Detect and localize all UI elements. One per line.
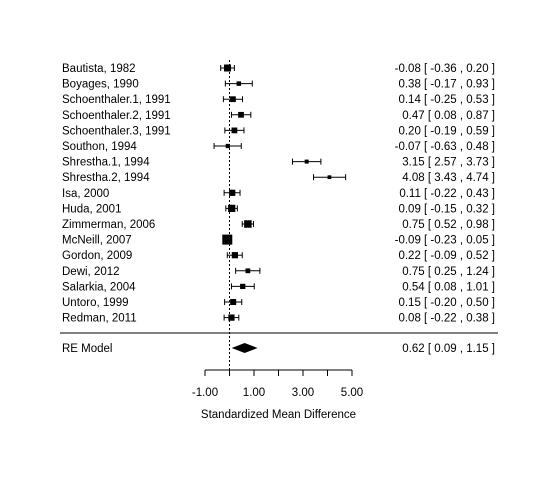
study-ci-text: 0.11 [ -0.22 , 0.43 ] <box>399 188 495 200</box>
study-row: Schoenthaler.2, 1991 0.47 [ 0.08 , 0.87 ] <box>62 110 495 122</box>
point-estimate-square <box>228 314 235 321</box>
study-ci-text: 0.54 [ 0.08 , 1.01 ] <box>402 281 495 293</box>
study-label: Salarkia, 2004 <box>62 281 136 293</box>
study-label: Shrestha.1, 1994 <box>62 157 150 169</box>
point-estimate-square <box>224 64 232 72</box>
study-label: Dewi, 2012 <box>62 266 120 278</box>
study-row: Salarkia, 2004 0.54 [ 0.08 , 1.01 ] <box>62 281 495 293</box>
study-row: Untoro, 1999 0.15 [ -0.20 , 0.50 ] <box>62 297 495 309</box>
study-label: Schoenthaler.2, 1991 <box>62 110 171 122</box>
point-estimate-square <box>238 111 244 118</box>
point-estimate-square <box>244 220 252 228</box>
study-ci-text: 0.14 [ -0.25 , 0.53 ] <box>398 94 495 106</box>
study-row: Redman, 2011 0.08 [ -0.22 , 0.38 ] <box>62 313 495 325</box>
point-estimate-square <box>230 299 237 305</box>
x-tick-label: 3.00 <box>292 387 314 399</box>
study-ci-text: -0.07 [ -0.63 , 0.48 ] <box>395 141 495 153</box>
study-ci-text: 0.38 [ -0.17 , 0.93 ] <box>398 79 495 91</box>
x-tick-label: 5.00 <box>341 387 363 399</box>
study-label: Huda, 2001 <box>62 203 121 215</box>
summary-label: RE Model <box>62 343 113 355</box>
study-label: Boyages, 1990 <box>62 79 139 91</box>
study-rows: Bautista, 1982 -0.08 [ -0.36 , 0.20 ] Boya… <box>62 63 495 325</box>
study-label: Redman, 2011 <box>62 313 137 325</box>
study-row: Bautista, 1982 -0.08 [ -0.36 , 0.20 ] <box>62 63 495 75</box>
summary-row: RE Model 0.62 [ 0.09 , 1.15 ] <box>62 343 495 355</box>
study-label: Isa, 2000 <box>62 188 109 200</box>
x-tick-label: 1.00 <box>243 387 265 399</box>
point-estimate-square <box>245 268 251 274</box>
point-estimate-square <box>225 143 230 149</box>
point-estimate-square <box>240 283 246 290</box>
study-ci-text: 0.75 [ 0.52 , 0.98 ] <box>402 219 495 231</box>
study-row: Gordon, 2009 0.22 [ -0.09 , 0.52 ] <box>62 250 495 262</box>
summary-diamond <box>231 343 258 353</box>
study-label: Schoenthaler.3, 1991 <box>62 125 171 137</box>
x-axis: -1.00 1.00 3.00 5.00 <box>192 369 363 399</box>
study-row: McNeill, 2007 -0.09 [ -0.23 , 0.05 ] <box>62 234 495 247</box>
study-ci-text: 0.15 [ -0.20 , 0.50 ] <box>398 297 495 309</box>
summary-ci-text: 0.62 [ 0.09 , 1.15 ] <box>402 343 495 355</box>
point-estimate-square <box>231 127 238 134</box>
study-ci-text: 0.08 [ -0.22 , 0.38 ] <box>398 313 495 325</box>
study-label: Bautista, 1982 <box>62 63 136 75</box>
x-tick-label: -1.00 <box>192 387 218 399</box>
study-row: Schoenthaler.1, 1991 0.14 [ -0.25 , 0.53 … <box>62 94 495 106</box>
point-estimate-square <box>304 159 309 164</box>
study-row: Huda, 2001 0.09 [ -0.15 , 0.32 ] <box>62 203 495 215</box>
point-estimate-square <box>228 204 236 213</box>
point-estimate-square <box>236 81 242 86</box>
study-row: Zimmerman, 2006 0.75 [ 0.52 , 0.98 ] <box>62 219 495 231</box>
study-label: Southon, 1994 <box>62 141 137 153</box>
study-label: Gordon, 2009 <box>62 250 132 262</box>
point-estimate-square <box>229 189 236 196</box>
study-row: Schoenthaler.3, 1991 0.20 [ -0.19 , 0.59 … <box>62 125 495 137</box>
study-label: Shrestha.2, 1994 <box>62 172 150 184</box>
study-ci-text: 0.09 [ -0.15 , 0.32 ] <box>398 203 495 215</box>
study-row: Southon, 1994 -0.07 [ -0.63 , 0.48 ] <box>62 141 495 153</box>
study-label: McNeill, 2007 <box>62 235 132 247</box>
point-estimate-square <box>231 252 239 259</box>
point-estimate-square <box>222 234 233 245</box>
study-row: Shrestha.1, 1994 3.15 [ 2.57 , 3.73 ] <box>62 157 495 169</box>
study-ci-text: -0.09 [ -0.23 , 0.05 ] <box>395 235 495 247</box>
study-row: Shrestha.2, 1994 4.08 [ 3.43 , 4.74 ] <box>62 172 495 184</box>
study-label: Schoenthaler.1, 1991 <box>62 94 171 106</box>
study-row: Dewi, 2012 0.75 [ 0.25 , 1.24 ] <box>62 266 495 278</box>
study-label: Untoro, 1999 <box>62 297 129 309</box>
point-estimate-square <box>230 96 236 103</box>
study-ci-text: 3.15 [ 2.57 , 3.73 ] <box>402 157 495 169</box>
point-estimate-square <box>327 175 332 180</box>
study-label: Zimmerman, 2006 <box>62 219 155 231</box>
study-ci-text: 0.75 [ 0.25 , 1.24 ] <box>402 266 495 278</box>
study-ci-text: -0.08 [ -0.36 , 0.20 ] <box>395 63 495 75</box>
study-ci-text: 0.47 [ 0.08 , 0.87 ] <box>402 110 495 122</box>
x-axis-label: Standardized Mean Difference <box>201 409 356 421</box>
study-row: Isa, 2000 0.11 [ -0.22 , 0.43 ] <box>62 188 495 200</box>
study-row: Boyages, 1990 0.38 [ -0.17 , 0.93 ] <box>62 79 495 91</box>
study-ci-text: 0.20 [ -0.19 , 0.59 ] <box>398 125 495 137</box>
study-ci-text: 4.08 [ 3.43 , 4.74 ] <box>402 172 495 184</box>
study-ci-text: 0.22 [ -0.09 , 0.52 ] <box>398 250 495 262</box>
